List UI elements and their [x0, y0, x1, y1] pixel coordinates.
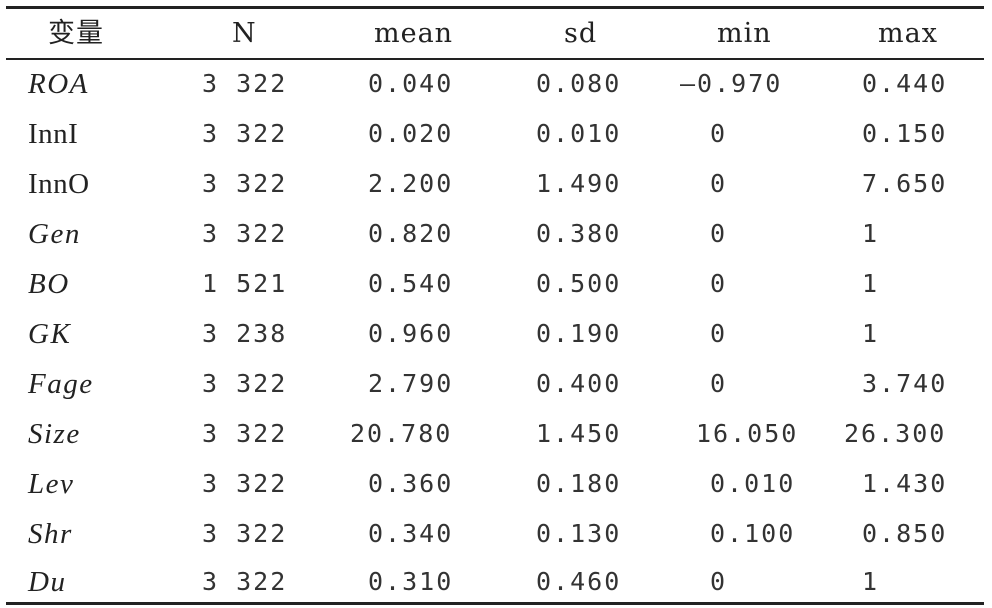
row-sd: 0.380	[536, 219, 622, 248]
row-min: 0	[710, 369, 728, 398]
table-top-rule	[6, 6, 984, 9]
row-n: 3 322	[202, 69, 288, 98]
row-sd: 0.460	[536, 567, 622, 596]
table-row: Lev 3 322 0.360 0.180 0.010 1.430	[6, 460, 984, 508]
row-min: 0	[710, 269, 728, 298]
row-min: 0	[710, 119, 728, 148]
row-max: 0.850	[862, 519, 948, 548]
row-min: 0.010	[710, 469, 796, 498]
row-n: 3 238	[202, 319, 288, 348]
row-max: 7.650	[862, 169, 948, 198]
header-variable: 变量	[48, 18, 104, 49]
row-max: 1	[862, 567, 880, 596]
row-n: 3 322	[202, 519, 288, 548]
row-mean: 0.820	[368, 219, 454, 248]
row-variable: BO	[28, 268, 70, 300]
row-sd: 0.500	[536, 269, 622, 298]
row-variable: InnI	[28, 118, 79, 150]
row-variable: Size	[28, 418, 81, 450]
row-min: 0.100	[710, 519, 796, 548]
row-mean: 0.020	[368, 119, 454, 148]
row-sd: 1.450	[536, 419, 622, 448]
row-min: 0	[710, 219, 728, 248]
row-mean: 0.310	[368, 567, 454, 596]
row-mean: 0.360	[368, 469, 454, 498]
row-mean: 0.540	[368, 269, 454, 298]
row-sd: 0.080	[536, 69, 622, 98]
row-n: 3 322	[202, 567, 288, 596]
row-min: 0	[710, 169, 728, 198]
row-variable: Gen	[28, 218, 81, 250]
table-row: Fage 3 322 2.790 0.400 0 3.740	[6, 360, 984, 408]
table-row: GK 3 238 0.960 0.190 0 1	[6, 310, 984, 358]
row-min: 0	[710, 319, 728, 348]
table-row: Gen 3 322 0.820 0.380 0 1	[6, 210, 984, 258]
table-row: InnI 3 322 0.020 0.010 0 0.150	[6, 110, 984, 158]
row-mean: 2.790	[368, 369, 454, 398]
row-variable: ROA	[28, 68, 89, 100]
row-variable: InnO	[28, 168, 90, 200]
row-mean: 0.040	[368, 69, 454, 98]
row-max: 0.150	[862, 119, 948, 148]
header-n: N	[232, 18, 257, 49]
header-sd: sd	[564, 18, 598, 49]
row-sd: 0.190	[536, 319, 622, 348]
row-min: 0	[710, 567, 728, 596]
row-max: 1	[862, 319, 880, 348]
row-n: 3 322	[202, 219, 288, 248]
row-n: 3 322	[202, 469, 288, 498]
row-sd: 0.180	[536, 469, 622, 498]
row-mean: 20.780	[350, 419, 453, 448]
header-max: max	[878, 18, 938, 49]
row-max: 26.300	[844, 419, 947, 448]
row-max: 1	[862, 269, 880, 298]
row-variable: Lev	[28, 468, 75, 500]
table-bottom-rule	[6, 602, 984, 605]
table-row: ROA 3 322 0.040 0.080 —0.970 0.440	[6, 60, 984, 108]
row-max: 3.740	[862, 369, 948, 398]
table-row: Size 3 322 20.780 1.450 16.050 26.300	[6, 410, 984, 458]
row-max: 1.430	[862, 469, 948, 498]
row-mean: 0.340	[368, 519, 454, 548]
row-sd: 0.130	[536, 519, 622, 548]
row-variable: GK	[28, 318, 72, 350]
table-header-row: 变量 N mean sd min max	[6, 10, 984, 58]
table-row: Du 3 322 0.310 0.460 0 1	[6, 558, 984, 606]
table-row: BO 1 521 0.540 0.500 0 1	[6, 260, 984, 308]
row-n: 3 322	[202, 419, 288, 448]
row-sd: 1.490	[536, 169, 622, 198]
row-n: 3 322	[202, 169, 288, 198]
row-n: 3 322	[202, 119, 288, 148]
row-n: 1 521	[202, 269, 288, 298]
header-mean: mean	[374, 18, 454, 49]
row-variable: Fage	[28, 368, 94, 400]
row-mean: 2.200	[368, 169, 454, 198]
table-row: Shr 3 322 0.340 0.130 0.100 0.850	[6, 510, 984, 558]
row-mean: 0.960	[368, 319, 454, 348]
table-row: InnO 3 322 2.200 1.490 0 7.650	[6, 160, 984, 208]
row-max: 0.440	[862, 69, 948, 98]
row-min: 16.050	[696, 419, 799, 448]
header-min: min	[717, 18, 772, 49]
row-variable: Du	[28, 566, 67, 598]
row-min: —0.970	[680, 69, 783, 98]
row-max: 1	[862, 219, 880, 248]
row-sd: 0.010	[536, 119, 622, 148]
table-header-rule	[6, 58, 984, 60]
row-sd: 0.400	[536, 369, 622, 398]
row-n: 3 322	[202, 369, 288, 398]
row-variable: Shr	[28, 518, 73, 550]
